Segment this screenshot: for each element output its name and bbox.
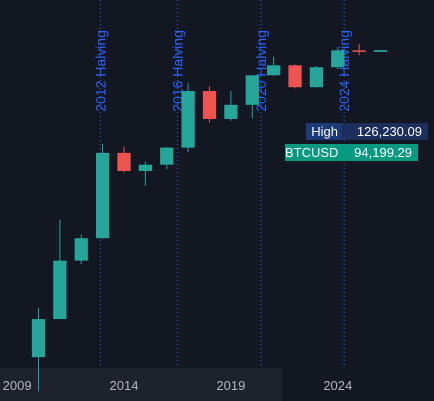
halving-lines: 2012 Halving 2016 Halving 2020 Halving 2024… bbox=[92, 0, 352, 368]
candles bbox=[31, 43, 388, 392]
candle bbox=[160, 147, 174, 170]
candle bbox=[352, 43, 366, 56]
time-axis-panel bbox=[0, 368, 282, 401]
candle bbox=[74, 234, 88, 265]
high-label-name: High bbox=[306, 123, 342, 140]
candle-body bbox=[53, 260, 67, 320]
candle-body bbox=[331, 50, 345, 68]
candle bbox=[267, 56, 281, 76]
high-label-value: 126,230.09 bbox=[342, 123, 428, 140]
time-tick-label: 2009 bbox=[3, 378, 32, 393]
candle bbox=[331, 47, 345, 70]
candle-body bbox=[31, 319, 46, 358]
candle-body bbox=[309, 67, 324, 88]
time-axis-ticks: 2009 2014 2019 2024 bbox=[3, 378, 353, 393]
time-tick-label: 2019 bbox=[216, 378, 245, 393]
candle-body bbox=[288, 65, 302, 88]
candle bbox=[181, 83, 195, 153]
candle-body bbox=[245, 75, 259, 105]
halving-label: 2024 Halving bbox=[336, 30, 352, 112]
candle bbox=[95, 143, 110, 240]
time-tick-label: 2014 bbox=[110, 378, 139, 393]
candle bbox=[288, 64, 302, 89]
price-label-name: BTCUSD bbox=[285, 144, 342, 161]
candle bbox=[245, 74, 259, 119]
candle-body bbox=[181, 90, 195, 148]
candle bbox=[117, 146, 131, 173]
time-tick-label: 2024 bbox=[323, 378, 352, 393]
candle bbox=[138, 161, 153, 186]
candle-body bbox=[138, 164, 153, 171]
candle-body bbox=[267, 65, 281, 76]
halving-label: 2012 Halving bbox=[92, 30, 108, 112]
halving-label: 2016 Halving bbox=[169, 30, 185, 112]
candle-body bbox=[117, 152, 131, 171]
candle-body bbox=[202, 90, 217, 119]
price-label-value: 94,199.29 bbox=[342, 144, 418, 161]
candle-body bbox=[352, 50, 366, 52]
candle-body bbox=[95, 152, 110, 239]
candle bbox=[31, 308, 46, 392]
candle bbox=[373, 50, 388, 53]
candle bbox=[309, 66, 324, 88]
candle-body bbox=[373, 50, 388, 52]
candle-body bbox=[160, 147, 174, 165]
candle bbox=[53, 219, 67, 320]
candle-body bbox=[74, 238, 88, 261]
candle bbox=[202, 86, 217, 123]
candle-body bbox=[224, 104, 238, 119]
candle bbox=[224, 90, 238, 121]
